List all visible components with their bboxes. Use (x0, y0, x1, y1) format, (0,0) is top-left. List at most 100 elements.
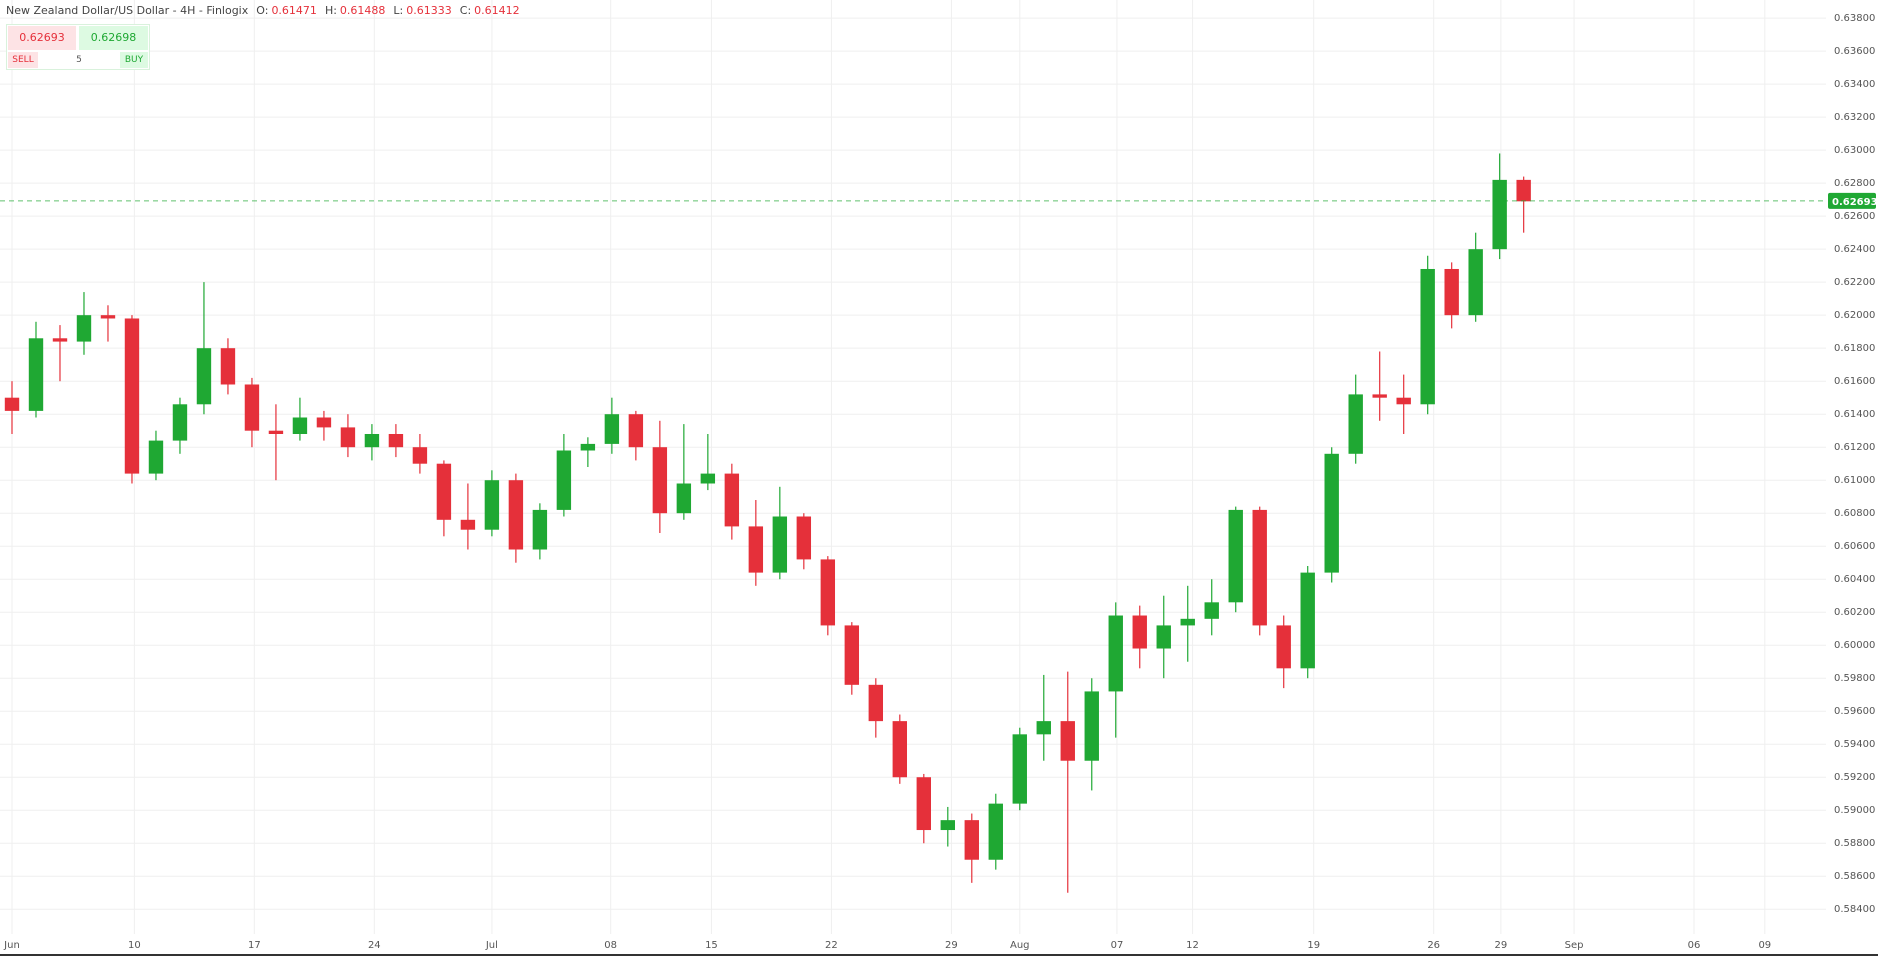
candle-body (868, 684, 884, 722)
candle-body (1348, 394, 1363, 454)
candle-body (916, 777, 931, 831)
y-tick-label: 0.58400 (1834, 904, 1875, 915)
candle-body (1444, 268, 1459, 316)
y-tick-label: 0.58800 (1834, 838, 1875, 849)
y-tick-label: 0.59200 (1834, 772, 1875, 783)
candle-body (1180, 618, 1195, 626)
candle-body (100, 315, 116, 319)
x-tick-label: 19 (1307, 940, 1320, 951)
candle-body (460, 519, 476, 530)
candle-body (1156, 625, 1171, 649)
x-tick-label: Aug (1010, 940, 1030, 951)
candle-body (1060, 721, 1075, 761)
y-tick-label: 0.62000 (1834, 310, 1875, 321)
candle-body (436, 463, 452, 520)
candle-body (964, 820, 979, 860)
x-tick-label: 29 (945, 940, 958, 951)
candle-body (1012, 734, 1027, 804)
x-tick-label: 17 (248, 940, 261, 951)
x-tick-label: 08 (604, 940, 617, 951)
y-tick-label: 0.63200 (1834, 112, 1875, 123)
candle-body (1084, 691, 1099, 761)
candle-body (1132, 615, 1147, 649)
candle-body (4, 397, 20, 411)
y-tick-label: 0.59800 (1834, 673, 1875, 684)
y-tick-label: 0.61800 (1834, 343, 1875, 354)
candle-body (340, 427, 356, 448)
candle-body (244, 384, 260, 431)
ohlc-key: C: (459, 4, 472, 17)
candle-body (508, 480, 524, 550)
candle-body (532, 509, 548, 550)
y-tick-label: 0.63800 (1834, 13, 1875, 24)
candle-body (364, 433, 380, 448)
candle-body (1252, 509, 1267, 626)
candle-body (1228, 509, 1243, 603)
candle-body (292, 417, 308, 434)
x-tick-label: 07 (1111, 940, 1124, 951)
candle-body (76, 315, 92, 342)
trade-panel: 0.62693 0.62698 SELL 5 BUY (6, 24, 150, 70)
x-tick-label: Jun (3, 940, 20, 951)
ohlc-value: 0.61412 (474, 4, 520, 17)
sell-button[interactable]: SELL (8, 52, 38, 68)
y-tick-label: 0.61000 (1834, 475, 1875, 486)
candle-body (484, 480, 500, 530)
y-tick-label: 0.60600 (1834, 541, 1875, 552)
candle-body (388, 433, 404, 448)
candle-body (196, 348, 212, 405)
y-tick-label: 0.63600 (1834, 46, 1875, 57)
candle-body (1276, 625, 1291, 669)
candle-body (412, 447, 428, 464)
y-tick-label: 0.60800 (1834, 508, 1875, 519)
candle-body (652, 447, 668, 514)
y-tick-label: 0.62200 (1834, 277, 1875, 288)
candle-body (1324, 453, 1339, 573)
ohlc-key: H: (324, 4, 337, 17)
candle-body (172, 404, 188, 441)
x-tick-label: 29 (1495, 940, 1508, 951)
candle-body (1516, 179, 1531, 202)
x-tick-label: 10 (128, 940, 141, 951)
candle-body (796, 516, 812, 560)
y-tick-label: 0.60400 (1834, 574, 1875, 585)
y-tick-label: 0.63400 (1834, 79, 1875, 90)
candle-body (148, 440, 164, 474)
sell-price[interactable]: 0.62693 (8, 26, 76, 50)
y-tick-label: 0.61200 (1834, 442, 1875, 453)
candle-body (892, 721, 908, 778)
x-tick-label: 12 (1186, 940, 1199, 951)
ohlc-key: L: (393, 4, 404, 17)
candle-body (52, 338, 68, 342)
x-tick-label: 24 (368, 940, 381, 951)
y-tick-label: 0.61400 (1834, 409, 1875, 420)
quantity[interactable]: 5 (76, 55, 82, 65)
candle-body (676, 483, 692, 514)
candle-body (820, 559, 836, 626)
candle-body (1108, 615, 1123, 692)
candle-body (1396, 397, 1411, 405)
candle-body (844, 625, 860, 685)
x-tick-label: 06 (1688, 940, 1701, 951)
last-price-label: 0.62693 (1832, 197, 1878, 208)
y-tick-label: 0.62800 (1834, 178, 1875, 189)
ohlc-value: 0.61471 (271, 4, 317, 17)
buy-button[interactable]: BUY (120, 52, 148, 68)
candle-body (940, 820, 955, 831)
candle-body (1492, 179, 1507, 250)
x-tick-label: 26 (1427, 940, 1440, 951)
candle-body (628, 414, 644, 448)
chart-title: New Zealand Dollar/US Dollar - 4H - Finl… (6, 4, 249, 17)
y-tick-label: 0.61600 (1834, 376, 1875, 387)
candle-body (1372, 394, 1387, 398)
ohlc-value: 0.61488 (339, 4, 386, 17)
x-tick-label: 15 (705, 940, 718, 951)
candle-body (1468, 249, 1483, 316)
x-tick-label: 09 (1758, 940, 1771, 951)
y-tick-label: 0.59400 (1834, 739, 1875, 750)
candle-body (1420, 268, 1435, 405)
candle-body (316, 417, 332, 428)
last-price-tag (1828, 192, 1876, 209)
buy-price[interactable]: 0.62698 (79, 26, 148, 50)
